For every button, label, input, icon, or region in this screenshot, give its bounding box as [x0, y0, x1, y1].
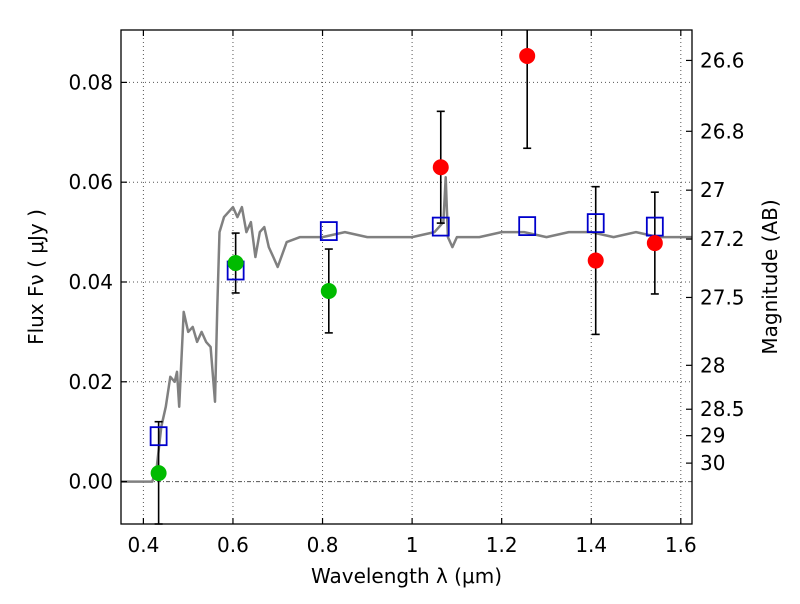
y-tick-label-4: 0.08	[68, 70, 113, 94]
y-axis-label: Flux Fν ( μJy )	[24, 209, 48, 345]
y-tick-label-1: 0.02	[68, 370, 113, 394]
y2-tick-label-7: 29	[700, 424, 725, 448]
x-tick-label-0: 0.4	[127, 533, 159, 557]
y2-tick-label-3: 27.2	[700, 227, 745, 251]
model-point-square-4	[518, 216, 537, 237]
errorbars	[154, 30, 659, 525]
model-point-square-0	[149, 426, 168, 447]
green-point-2	[320, 282, 337, 299]
model-layer	[121, 175, 692, 483]
y-tick-label-2: 0.04	[68, 270, 113, 294]
y2-tick-label-0: 26.6	[700, 48, 745, 72]
y-tick-label-3: 0.06	[68, 170, 113, 194]
x-tick-label-2: 0.8	[307, 533, 339, 557]
y2-tick-label-5: 28	[700, 353, 725, 377]
x-tick-label-4: 1.2	[486, 533, 518, 557]
model-point-square-2	[319, 221, 338, 241]
red-point-0	[432, 159, 449, 176]
y2-tick-label-4: 27.5	[700, 285, 745, 309]
x-axis-label: Wavelength λ (μm)	[311, 564, 502, 588]
model-point-square-3	[431, 216, 450, 237]
y2-tick-label-8: 30	[700, 451, 725, 475]
red-point-1	[519, 47, 536, 64]
x-tick-label-3: 1	[406, 533, 419, 557]
green-point-1	[227, 255, 244, 272]
plot-frame	[120, 29, 693, 525]
y2-tick-label-6: 28.5	[700, 397, 745, 421]
x-tick-label-1: 0.6	[217, 533, 249, 557]
y-tick-label-0: 0.00	[68, 470, 113, 494]
y2-axis-label: Magnitude (AB)	[758, 199, 782, 354]
data-points	[149, 47, 664, 482]
model-spectrum-line	[121, 175, 692, 483]
red-point-3	[646, 235, 663, 252]
x-tick-label-5: 1.4	[575, 533, 607, 557]
axis-ticks: 0.4 0.6 0.8 1 1.2 1.4 1.6 0.00 0.02 0.04 0.06 0.08 2…	[68, 30, 745, 557]
model-point-square-5	[586, 213, 605, 234]
grid-lines	[121, 30, 692, 524]
red-point-2	[587, 252, 604, 269]
y2-tick-label-1: 26.8	[700, 119, 745, 143]
x-tick-label-6: 1.6	[665, 533, 697, 557]
y2-tick-label-2: 27	[700, 178, 725, 202]
green-point-0	[150, 465, 167, 482]
